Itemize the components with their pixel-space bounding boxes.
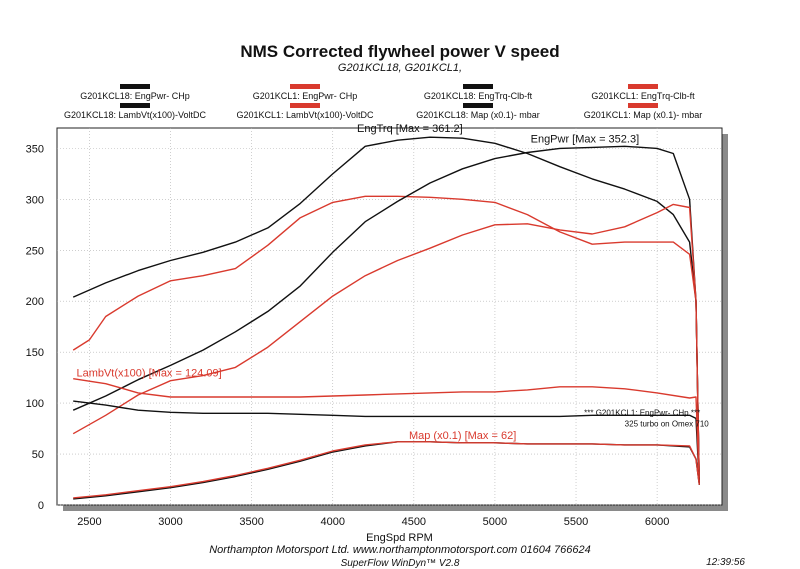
legend-swatch-4 — [120, 103, 150, 108]
legend-item-2: G201KCL18: EngTrq-Clb-ft — [388, 84, 568, 101]
legend-label-3: G201KCL1: EngTrq-Clb-ft — [591, 91, 695, 101]
legend-item-0: G201KCL18: EngPwr- CHp — [45, 84, 225, 101]
x-tick-label-6000: 6000 — [645, 516, 669, 528]
legend-item-3: G201KCL1: EngTrq-Clb-ft — [553, 84, 733, 101]
x-tick-label-4000: 4000 — [320, 516, 344, 528]
legend-item-6: G201KCL18: Map (x0.1)- mbar — [388, 103, 568, 120]
y-tick-label-100: 100 — [26, 398, 44, 410]
y-tick-label-350: 350 — [26, 143, 44, 155]
legend-swatch-0 — [120, 84, 150, 89]
annotation-5: 325 turbo on Omex 710 — [625, 420, 710, 429]
x-tick-label-3500: 3500 — [239, 516, 263, 528]
legend-label-2: G201KCL18: EngTrq-Clb-ft — [423, 91, 533, 101]
annotation-4: *** G201KCL1: EngPwr- CHp *** — [584, 408, 700, 417]
x-tick-label-2500: 2500 — [77, 516, 101, 528]
legend-label-0: G201KCL18: EngPwr- CHp — [80, 91, 190, 101]
series-line-5 — [73, 378, 700, 485]
legend-label-7: G201KCL1: Map (x0.1)- mbar — [583, 110, 703, 120]
y-tick-label-200: 200 — [26, 296, 44, 308]
legend-label-4: G201KCL18: LambVt(x100)-VoltDC — [63, 110, 207, 120]
x-axis-label: EngSpd RPM — [366, 532, 433, 544]
chart-title: NMS Corrected flywheel power V speed — [240, 42, 560, 61]
annotation-3: Map (x0.1) [Max = 62] — [409, 430, 516, 442]
chart-subtitle: G201KCL18, G201KCL1, — [337, 62, 463, 74]
annotation-1: EngPwr [Max = 352.3] — [531, 133, 640, 145]
annotation-2: LambVt(x100) [Max = 124.09] — [76, 368, 221, 380]
y-tick-label-50: 50 — [32, 449, 44, 461]
legend-label-6: G201KCL18: Map (x0.1)- mbar — [416, 110, 540, 120]
legend-item-5: G201KCL1: LambVt(x100)-VoltDC — [215, 103, 395, 120]
series-line-7 — [73, 441, 700, 499]
legend-swatch-2 — [463, 84, 493, 89]
series-line-0 — [72, 136, 700, 485]
y-tick-label-150: 150 — [26, 347, 44, 359]
x-tick-label-3000: 3000 — [158, 516, 182, 528]
legend-item-7: G201KCL1: Map (x0.1)- mbar — [553, 103, 733, 120]
x-tick-label-5000: 5000 — [483, 516, 507, 528]
legend-swatch-1 — [290, 84, 320, 89]
footer-time: 12:39:56 — [706, 557, 745, 568]
plot-area — [56, 127, 723, 506]
y-tick-label-0: 0 — [38, 500, 44, 512]
y-tick-label-300: 300 — [26, 194, 44, 206]
legend-swatch-6 — [463, 103, 493, 108]
x-tick-label-4500: 4500 — [402, 516, 426, 528]
series-line-4 — [73, 400, 700, 485]
legend-swatch-7 — [628, 103, 658, 108]
legend-swatch-5 — [290, 103, 320, 108]
footer-software: SuperFlow WinDyn™ V2.8 — [340, 558, 460, 569]
annotation-0: EngTrq [Max = 361.2] — [357, 123, 463, 135]
legend-label-1: G201KCL1: EngPwr- CHp — [252, 91, 358, 101]
series-line-1 — [72, 195, 700, 485]
x-tick-label-5500: 5500 — [564, 516, 588, 528]
footer-company: Northampton Motorsport Ltd. www.northamp… — [209, 544, 591, 556]
y-tick-label-250: 250 — [26, 245, 44, 257]
legend-swatch-3 — [628, 84, 658, 89]
series-line-2 — [72, 145, 700, 485]
legend-item-1: G201KCL1: EngPwr- CHp — [215, 84, 395, 101]
legend-item-4: G201KCL18: LambVt(x100)-VoltDC — [45, 103, 225, 120]
series-line-3 — [72, 203, 700, 485]
legend-label-5: G201KCL1: LambVt(x100)-VoltDC — [236, 110, 374, 120]
